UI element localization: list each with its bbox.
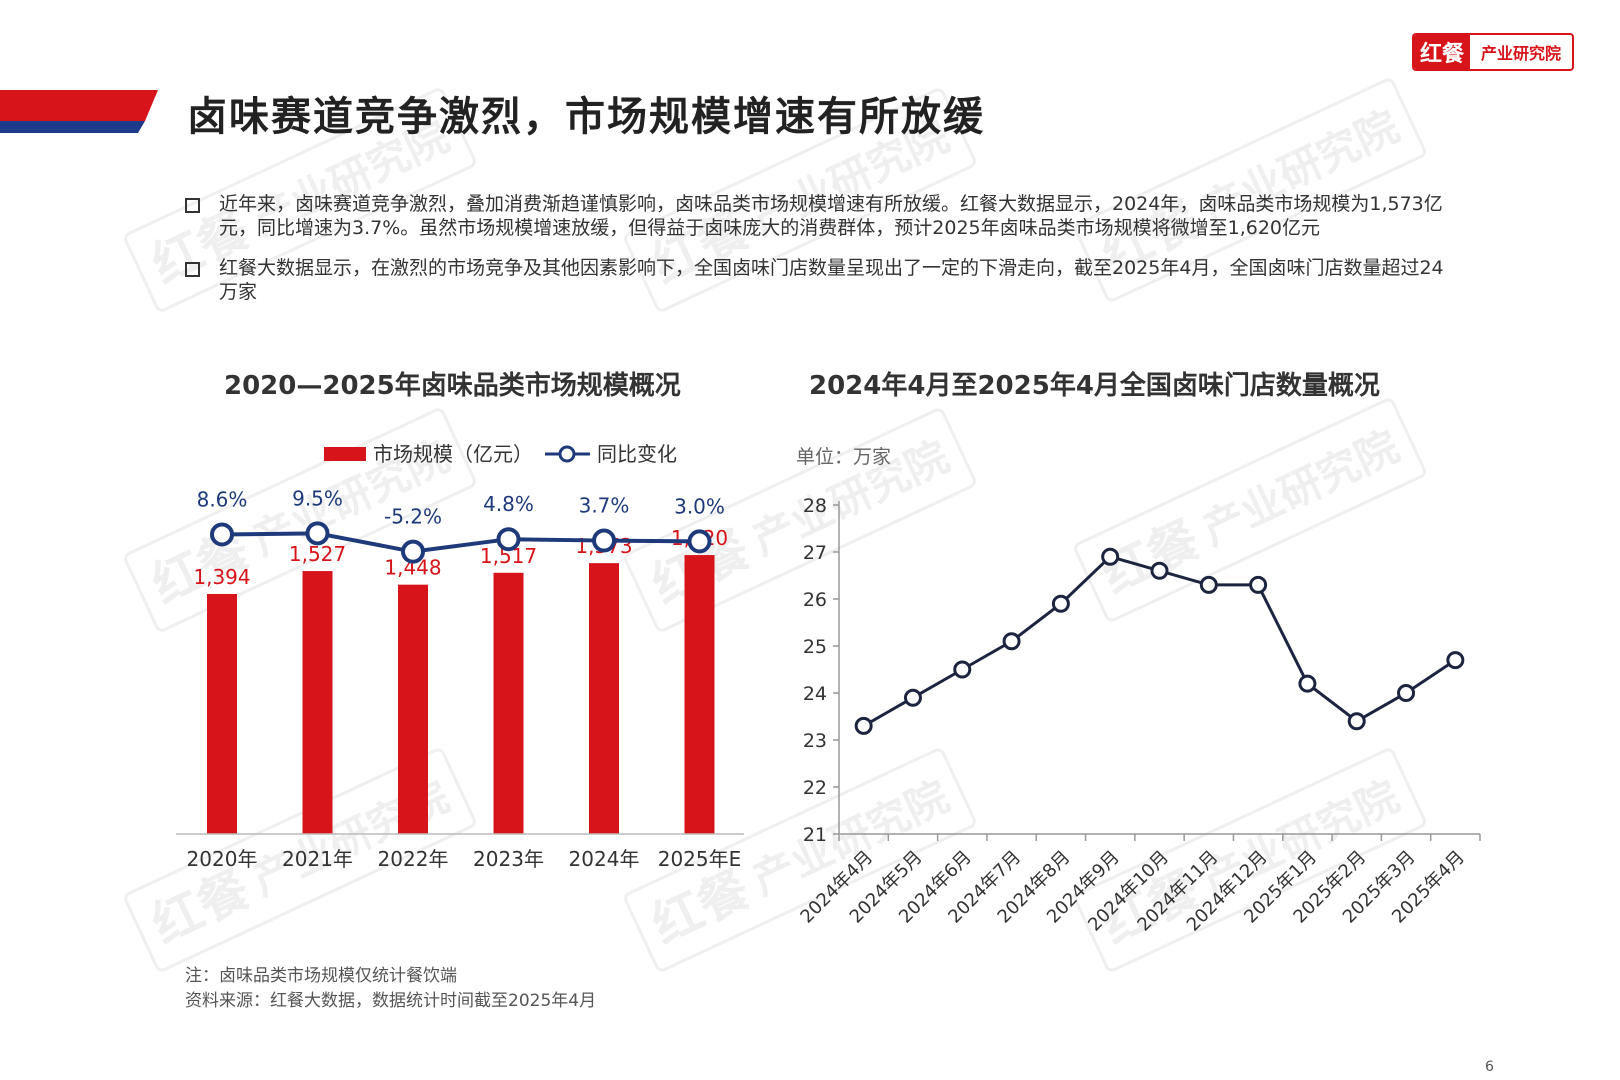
square-bullet-icon bbox=[185, 198, 200, 213]
x-tick-label: 2022年 bbox=[378, 847, 449, 871]
y-tick-label: 23 bbox=[803, 730, 827, 752]
yoy-value-label: -5.2% bbox=[384, 505, 442, 529]
store-count-chart-title: 2024年4月至2025年4月全国卤味门店数量概况 bbox=[809, 371, 1380, 401]
legend-marker-line bbox=[558, 445, 576, 463]
y-tick-label: 28 bbox=[803, 495, 827, 517]
yoy-point bbox=[496, 527, 521, 552]
y-tick-label: 24 bbox=[803, 683, 827, 705]
store-count-point bbox=[1101, 547, 1120, 566]
store-count-point bbox=[1199, 575, 1218, 594]
market-size-chart-title: 2020—2025年卤味品类市场规模概况 bbox=[224, 371, 681, 401]
y-tick-label: 27 bbox=[803, 542, 827, 564]
x-tick-label: 2021年 bbox=[282, 847, 353, 871]
store-count-point bbox=[1397, 684, 1416, 702]
x-tick-label: 2025年E bbox=[658, 847, 742, 871]
market-size-chart: 市场规模（亿元）同比变化1,3941,5271,4481,5171,5731,6… bbox=[176, 442, 744, 871]
brand-name: 产业研究院 bbox=[1480, 44, 1561, 63]
store-count-point bbox=[1150, 561, 1169, 580]
store-count-point bbox=[1249, 575, 1268, 594]
yoy-point bbox=[687, 529, 712, 554]
brand-mark: 红餐 bbox=[1414, 35, 1470, 69]
title-ribbon bbox=[0, 90, 158, 133]
store-count-point bbox=[903, 688, 922, 707]
y-tick-label: 21 bbox=[803, 824, 827, 846]
bar bbox=[302, 571, 333, 834]
bar bbox=[684, 555, 715, 834]
yoy-value-label: 3.7% bbox=[579, 494, 630, 518]
store-count-point bbox=[1347, 712, 1366, 731]
legend-label-bar: 市场规模（亿元） bbox=[373, 442, 533, 466]
unit-label: 单位：万家 bbox=[796, 446, 892, 468]
yoy-value-label: 8.6% bbox=[197, 487, 248, 511]
store-count-point bbox=[854, 716, 873, 735]
legend-label-line: 同比变化 bbox=[597, 442, 677, 466]
store-count-point bbox=[1298, 674, 1317, 693]
chart-notes: 注：卤味品类市场规模仅统计餐饮端 资料来源：红餐大数据，数据统计时间截至2025… bbox=[185, 964, 596, 1014]
yoy-point bbox=[305, 521, 330, 546]
note-text: 注：卤味品类市场规模仅统计餐饮端 bbox=[185, 966, 457, 986]
page-title: 卤味赛道竞争激烈，市场规模增速有所放缓 bbox=[187, 94, 985, 140]
bullet-item: 红餐大数据显示，在激烈的市场竞争及其他因素影响下，全国卤味门店数量呈现出了一定的… bbox=[185, 256, 1455, 304]
page-number: 6 bbox=[1485, 1059, 1494, 1075]
store-count-chart: 21222324252627282024年4月2024年5月2024年6月202… bbox=[796, 495, 1481, 936]
yoy-line bbox=[221, 531, 700, 554]
bullet-list: 近年来，卤味赛道竞争激烈，叠加消费渐趋谨慎影响，卤味品类市场规模增速有所放缓。红… bbox=[185, 192, 1455, 320]
legend-swatch-bar bbox=[324, 447, 366, 461]
source-text: 资料来源：红餐大数据，数据统计时间截至2025年4月 bbox=[185, 991, 597, 1011]
yoy-value-label: 9.5% bbox=[292, 486, 343, 510]
bar bbox=[398, 584, 428, 834]
yoy-point bbox=[592, 528, 616, 553]
yoy-point bbox=[210, 522, 234, 547]
x-tick-label: 2020年 bbox=[187, 847, 258, 871]
store-count-line bbox=[862, 555, 1457, 728]
yoy-point bbox=[401, 539, 425, 564]
x-tick-label: 2023年 bbox=[473, 847, 544, 871]
bar-value-label: 1,527 bbox=[289, 542, 346, 566]
bar bbox=[589, 563, 619, 834]
bullet-text: 近年来，卤味赛道竞争激烈，叠加消费渐趋谨慎影响，卤味品类市场规模增速有所放缓。红… bbox=[219, 193, 1443, 239]
store-count-point bbox=[1002, 632, 1021, 651]
square-bullet-icon bbox=[185, 262, 200, 277]
store-count-point bbox=[953, 660, 972, 679]
bar bbox=[207, 593, 237, 834]
bar bbox=[493, 572, 524, 834]
x-tick-label: 2024年 bbox=[569, 847, 640, 871]
bullet-text: 红餐大数据显示，在激烈的市场竞争及其他因素影响下，全国卤味门店数量呈现出了一定的… bbox=[219, 257, 1444, 303]
store-count-point bbox=[1051, 594, 1070, 613]
bar-value-label: 1,394 bbox=[193, 565, 250, 589]
brand-logo: 红餐 产业研究院 bbox=[1412, 33, 1574, 71]
y-tick-label: 22 bbox=[803, 777, 827, 799]
y-tick-label: 25 bbox=[803, 636, 827, 658]
bullet-item: 近年来，卤味赛道竞争激烈，叠加消费渐趋谨慎影响，卤味品类市场规模增速有所放缓。红… bbox=[185, 192, 1455, 240]
store-count-point bbox=[1446, 651, 1465, 670]
yoy-value-label: 3.0% bbox=[674, 494, 725, 518]
chart-legend: 市场规模（亿元） 同比变化 bbox=[324, 442, 677, 466]
y-tick-label: 26 bbox=[803, 589, 827, 611]
yoy-value-label: 4.8% bbox=[483, 492, 534, 516]
